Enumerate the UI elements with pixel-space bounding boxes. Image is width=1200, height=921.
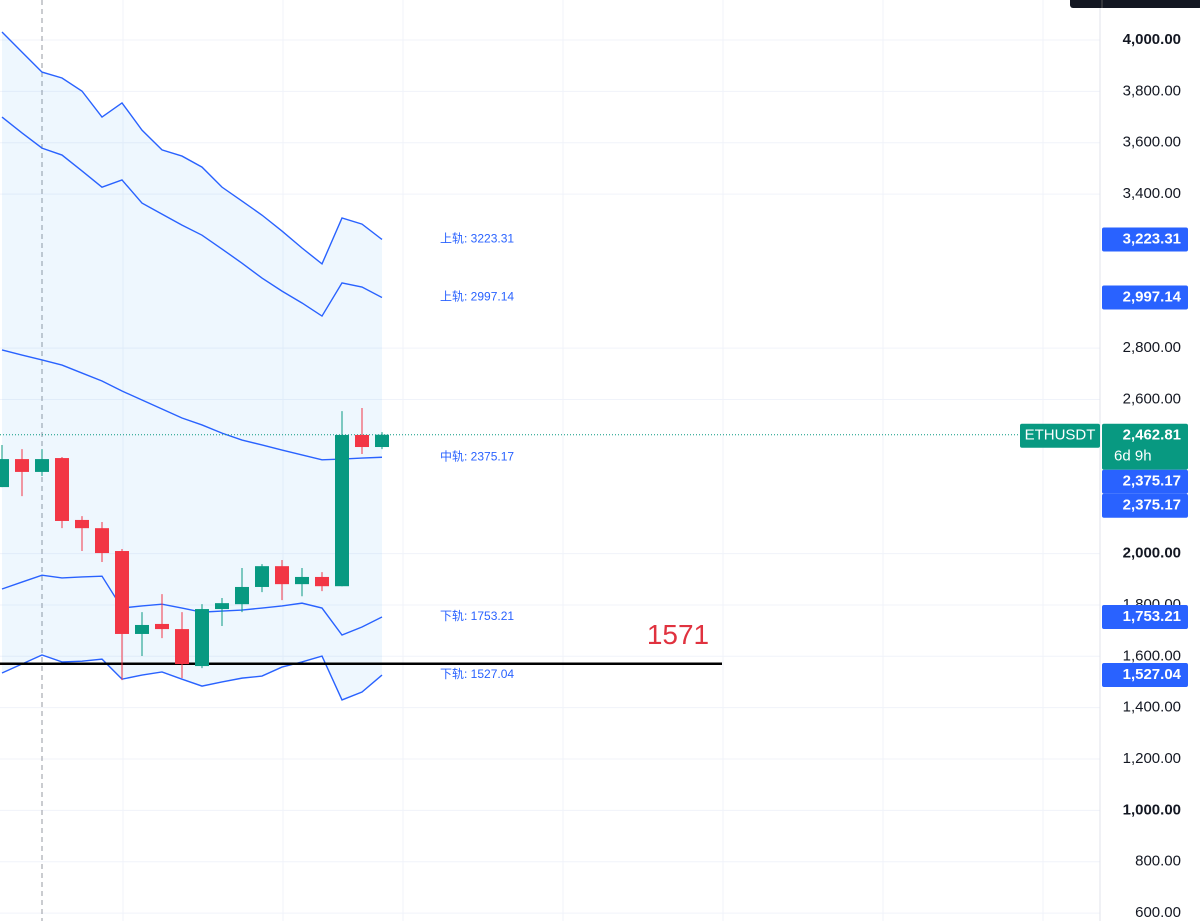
y-tick-label: 2,800.00 [1123,339,1181,356]
candle-body [355,434,369,448]
y-tick-label: 4,000.00 [1123,31,1181,48]
candle-body [295,576,309,585]
candle-body [55,458,69,521]
candle-body [0,459,9,488]
horizontal-line-label: 1571 [647,619,709,650]
candle-body [315,576,329,587]
symbol-tag-label: ETHUSDT [1025,427,1096,444]
symbol-tag [1020,423,1100,448]
vertical-grid [122,0,1044,921]
price-tag [1102,663,1188,688]
candle-body [95,528,109,554]
price-tag [1102,227,1188,252]
y-tick-label: 3,600.00 [1123,134,1181,151]
y-tick-label: 1,400.00 [1123,699,1181,716]
band-line [1,31,383,266]
band-label: 上轨: 2997.14 [440,290,514,304]
y-tick-label: 3,800.00 [1123,82,1181,99]
band-line [1,116,383,318]
price-tag-label: 2,375.17 [1123,497,1181,514]
candle-body [335,434,349,587]
last-price-tag [1102,423,1188,470]
band-label: 上轨: 3223.31 [440,232,514,246]
band-label: 下轨: 1527.04 [440,667,514,681]
candle-body [155,623,169,630]
price-tag [1102,285,1188,310]
candle-body [375,434,389,448]
price-tag [1102,604,1188,629]
candle-body [215,603,229,610]
y-tick-label: 1,200.00 [1123,750,1181,767]
price-tag-label: 2,997.14 [1123,289,1182,306]
candle-body [135,624,149,634]
price-tag [1102,493,1188,518]
y-tick-label: 2,000.00 [1123,545,1181,562]
y-tick-label: 1,600.00 [1123,647,1181,664]
candle-body [175,629,189,665]
band-label: 下轨: 1753.21 [440,609,514,623]
candle-body [75,519,89,529]
y-tick-label: 2,600.00 [1123,390,1181,407]
candle-body [275,566,289,585]
countdown-label: 6d 9h [1114,448,1152,465]
y-tick-label: 600.00 [1135,904,1181,921]
price-tag-label: 2,375.17 [1123,473,1181,490]
candle-body [235,586,249,605]
y-tick-label: 1,000.00 [1123,801,1181,818]
candle-body [255,566,269,587]
candle-body [15,459,29,472]
toolbar-button[interactable] [1070,0,1200,8]
price-tag [1102,469,1188,494]
price-tag-label: 3,223.31 [1123,230,1181,247]
y-tick-label: 800.00 [1135,853,1181,870]
band-line [1,349,383,461]
candle-body [35,459,49,472]
price-tag-label: 1,527.04 [1123,666,1182,683]
band-line [1,574,383,636]
candle-body [195,609,209,667]
candle-body [115,551,129,634]
band-line [1,654,383,701]
last-price-label: 2,462.81 [1123,427,1181,444]
band-label: 中轨: 2375.17 [440,448,514,463]
price-axis: 600.00 800.00 1,000.00 1,200.00 1,400.00 1,60… [1123,31,1181,921]
y-tick-label: 3,400.00 [1123,185,1181,202]
price-tag-label: 1,753.21 [1123,608,1181,625]
